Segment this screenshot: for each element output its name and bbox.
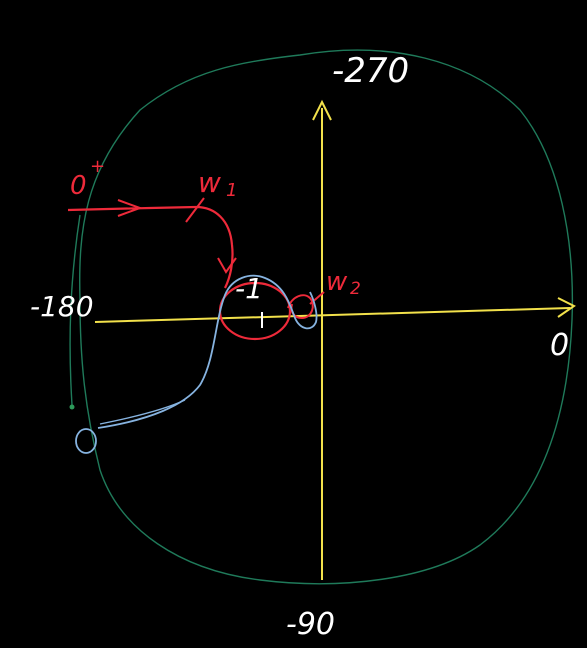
blue-tail-stroke [99,399,186,425]
red-curve-to-critical [195,205,234,289]
red-approach-line [67,205,197,212]
w1-tick [185,197,205,223]
w2-label: w [326,267,348,297]
infinite-contour-boundary [79,49,574,585]
w2-tick [309,291,325,305]
critical-point-label: -1 [235,272,263,305]
real-axis-arrowhead [557,297,576,318]
red-small-loop [287,294,314,320]
zero-plus-label: 0 [70,171,87,201]
real-axis [94,307,571,323]
red-down-arrow [217,257,237,274]
blue-origin-circle [75,428,97,454]
red-direction-arrow [117,199,143,217]
w2-subscript: 2 [350,279,361,299]
left-boundary-stroke [69,214,81,406]
zero-plus-superscript: + [90,156,105,177]
phase-label-bottom: -90 [286,607,335,642]
phase-label-top: -270 [332,51,409,91]
phase-label-left: -180 [30,290,94,323]
phase-label-right: 0 [550,328,569,363]
imaginary-axis-arrowhead [312,99,332,121]
w1-subscript: 1 [226,180,237,201]
boundary-dot [69,404,75,410]
blue-curve [97,274,318,429]
w1-label: w [198,166,221,199]
